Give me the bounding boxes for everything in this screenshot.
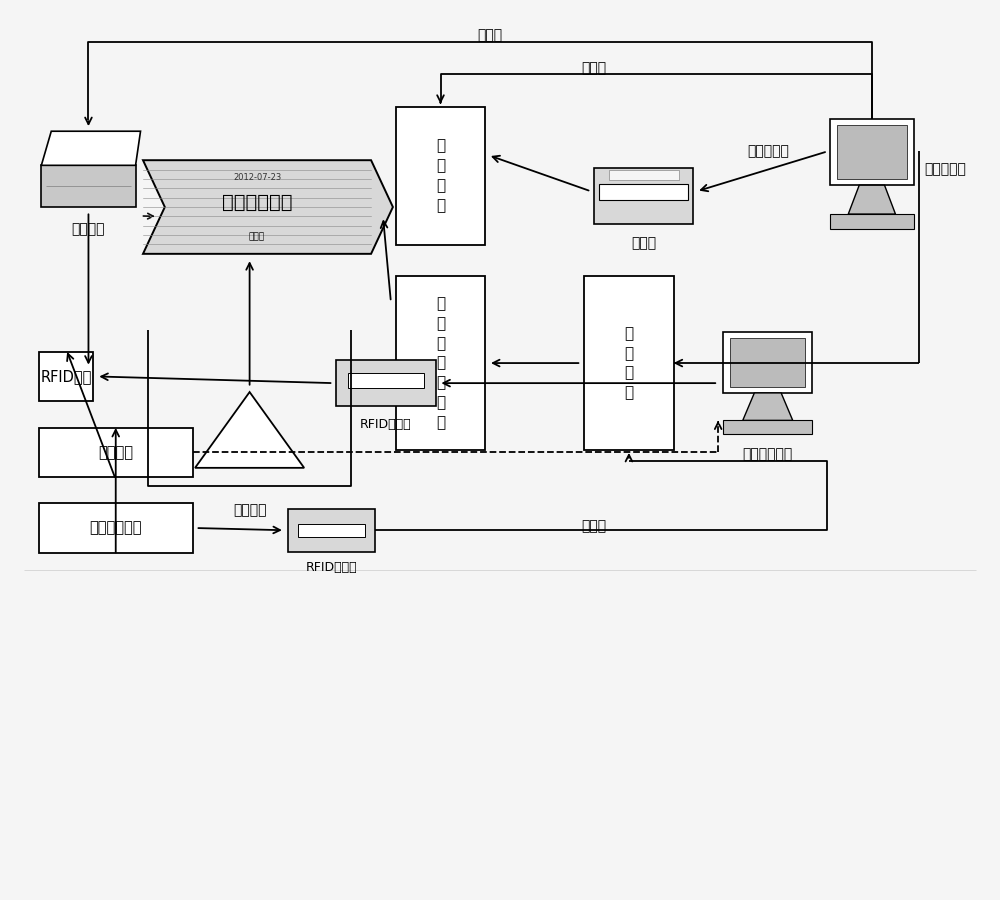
Bar: [336, 360, 436, 406]
Polygon shape: [41, 131, 141, 166]
Polygon shape: [195, 392, 304, 468]
Bar: [830, 119, 914, 185]
Bar: [599, 184, 688, 201]
Text: 恒温水浴: 恒温水浴: [233, 504, 266, 518]
Text: 防
水
条
码: 防 水 条 码: [624, 326, 633, 400]
Text: 样
品
注
入
盘
样
皿: 样 品 注 入 盘 样 皿: [436, 296, 445, 430]
Bar: [609, 170, 678, 180]
Bar: [830, 214, 914, 229]
Bar: [39, 503, 193, 553]
Bar: [41, 166, 136, 207]
Text: 摄像装置: 摄像装置: [72, 222, 105, 237]
Text: 计算机网络: 计算机网络: [747, 144, 789, 158]
Polygon shape: [848, 185, 895, 214]
Polygon shape: [743, 393, 793, 420]
Text: RFID读写器: RFID读写器: [306, 562, 357, 574]
Text: 信号线: 信号线: [478, 29, 503, 42]
Bar: [348, 373, 424, 388]
Bar: [837, 125, 907, 179]
Text: RFID读写器: RFID读写器: [360, 418, 412, 430]
Bar: [288, 508, 375, 552]
Text: 信号线: 信号线: [582, 61, 607, 76]
Bar: [594, 168, 693, 223]
Text: 打印机: 打印机: [631, 236, 656, 250]
Text: 检
测
报
告: 检 测 报 告: [436, 139, 445, 213]
Bar: [723, 420, 812, 434]
Bar: [396, 276, 485, 450]
Bar: [396, 107, 485, 245]
Bar: [39, 428, 193, 477]
Text: RFID标签: RFID标签: [40, 369, 92, 384]
Text: 终端计算机: 终端计算机: [924, 162, 966, 176]
Text: 识标量: 识标量: [249, 232, 265, 241]
Text: 试验样品: 试验样品: [98, 445, 133, 460]
Bar: [723, 332, 812, 393]
Text: 沥青针入度仪: 沥青针入度仪: [222, 193, 292, 212]
Bar: [584, 276, 674, 450]
Bar: [298, 524, 365, 536]
Polygon shape: [143, 160, 393, 254]
Text: 信号线: 信号线: [582, 518, 607, 533]
Bar: [39, 352, 93, 401]
Text: 收样端计算机: 收样端计算机: [743, 447, 793, 462]
Text: 样品高温加热: 样品高温加热: [89, 520, 142, 536]
Text: 2012-07-23: 2012-07-23: [233, 173, 281, 182]
Bar: [730, 338, 805, 387]
